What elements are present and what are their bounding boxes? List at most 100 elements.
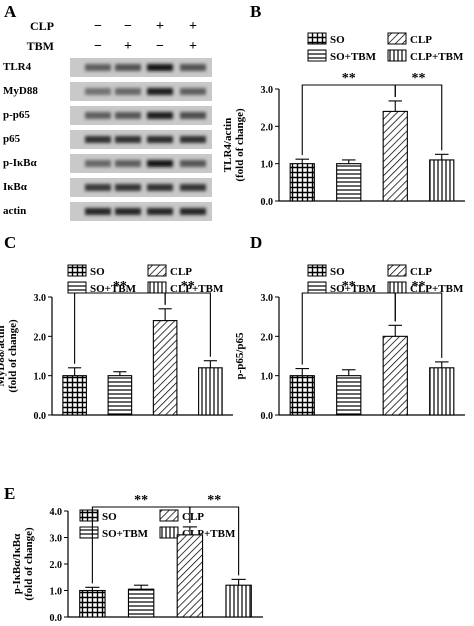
bar <box>336 163 362 202</box>
bar <box>225 584 252 618</box>
significance-label: ** <box>412 279 426 294</box>
y-tick-label: 2.0 <box>50 560 63 571</box>
legend-label: SO <box>330 266 345 278</box>
significance-bracket <box>74 292 166 364</box>
y-tick-label: 0.0 <box>261 411 274 422</box>
significance-label: ** <box>134 493 148 508</box>
legend-label: SO+TBM <box>330 51 377 63</box>
panel-letter: B <box>250 2 261 21</box>
legend-swatch <box>147 281 167 294</box>
y-tick-label: 3.0 <box>261 85 274 96</box>
legend-label: CLP+TBM <box>410 283 464 295</box>
y-axis-label: (fold of change) <box>7 319 19 393</box>
condition-sign: − <box>94 39 102 54</box>
blot-band <box>115 136 141 143</box>
condition-sign: + <box>156 19 164 34</box>
blot-condition-rows: CLP − − + + TBM − + − + <box>27 19 197 54</box>
significance-label: ** <box>113 279 127 294</box>
blot-band <box>85 160 111 167</box>
bar <box>79 589 106 618</box>
legend-swatch <box>307 264 327 277</box>
y-tick-label: 2.0 <box>261 332 274 343</box>
y-tick-label: 1.0 <box>261 372 274 383</box>
blot-label: actin <box>3 205 26 217</box>
blot-band <box>180 88 206 95</box>
blot-band <box>147 112 173 119</box>
significance-label: ** <box>412 71 426 86</box>
y-axis-label: p-p65/p65 <box>234 332 246 380</box>
significance-bracket <box>164 292 211 357</box>
blot-band <box>115 112 141 119</box>
legend-label: CLP <box>410 34 432 46</box>
legend-swatch <box>307 281 327 294</box>
legend-label: CLP+TBM <box>410 51 464 63</box>
legend-label: CLP <box>182 511 204 523</box>
panel-letter-a: A <box>4 2 17 21</box>
y-tick-label: 0.0 <box>50 613 63 624</box>
legend-label: SO+TBM <box>90 283 137 295</box>
blot-band <box>85 184 111 191</box>
panel-d: D SO CLP SO+TBM CLP+TBM 0.0 1.0 2.0 3.0 p-p65/p65… <box>234 233 465 422</box>
blot-band <box>147 136 173 143</box>
y-tick-label: 3.0 <box>34 293 47 304</box>
legend-swatch <box>159 526 179 539</box>
bar <box>429 159 455 202</box>
legend-label: SO+TBM <box>330 283 377 295</box>
y-tick-label: 2.0 <box>34 332 47 343</box>
blot-band <box>85 208 111 215</box>
bar <box>336 375 362 416</box>
y-tick-label: 0.0 <box>261 197 274 208</box>
legend-label: CLP+TBM <box>170 283 224 295</box>
blot-band <box>85 112 111 119</box>
blot-band <box>115 64 141 71</box>
legend-swatch <box>387 281 407 294</box>
legend-label: SO+TBM <box>102 528 149 540</box>
condition-sign: + <box>189 39 197 54</box>
significance-bracket <box>189 506 240 576</box>
blot-label: MyD88 <box>3 85 38 97</box>
significance-label: ** <box>207 493 221 508</box>
blot-band <box>180 112 206 119</box>
blot-label: p-p65 <box>3 109 30 121</box>
y-tick-label: 2.0 <box>261 122 274 133</box>
legend-label: CLP <box>170 266 192 278</box>
blot-band <box>180 160 206 167</box>
bar <box>289 163 315 202</box>
blot-band <box>147 88 173 95</box>
blot-label: IκBα <box>3 181 28 193</box>
y-tick-label: 1.0 <box>50 587 63 598</box>
blot-rows: TLR4 MyD88 p-p65 p65 p-IκBα IκBα actin <box>3 58 212 221</box>
condition-sign: − <box>156 39 164 54</box>
y-tick-label: 4.0 <box>50 507 63 518</box>
significance-label: ** <box>342 279 356 294</box>
legend-swatch <box>307 32 327 45</box>
panel-letter: E <box>4 484 15 503</box>
bar <box>127 588 155 618</box>
y-tick-label: 1.0 <box>261 160 274 171</box>
bar <box>198 367 223 416</box>
significance-label: ** <box>342 71 356 86</box>
condition-sign: + <box>124 39 132 54</box>
legend-swatch <box>79 526 99 539</box>
y-axis-label: MyD88/actin <box>0 325 7 386</box>
bar <box>382 335 408 416</box>
bar <box>176 534 204 618</box>
blot-band <box>147 64 173 71</box>
blot-label: p-IκBα <box>3 157 38 169</box>
bar <box>382 110 408 202</box>
significance-bracket <box>394 84 443 151</box>
y-tick-label: 0.0 <box>34 411 47 422</box>
blot-band <box>147 160 173 167</box>
legend-swatch <box>387 32 407 45</box>
y-axis-label: TLR4/actin <box>222 118 234 172</box>
condition-sign: − <box>124 19 132 34</box>
blot-band <box>115 88 141 95</box>
blot-band <box>85 64 111 71</box>
legend-swatch <box>307 49 327 62</box>
significance-label: ** <box>181 279 195 294</box>
blot-band <box>115 160 141 167</box>
panel-b: B SO CLP SO+TBM CLP+TBM 0.0 1.0 2.0 3.0 TLR4/acti… <box>222 2 465 208</box>
blot-band <box>115 208 141 215</box>
y-axis-label: (fold of change) <box>234 108 246 182</box>
